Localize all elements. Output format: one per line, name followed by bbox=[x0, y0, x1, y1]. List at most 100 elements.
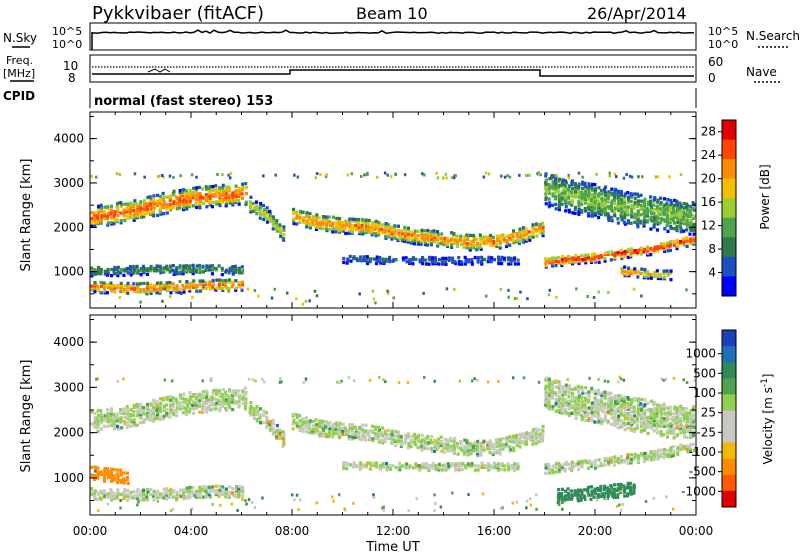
scatter-cell bbox=[344, 223, 348, 228]
scatter-cell bbox=[551, 174, 555, 178]
scatter-cell bbox=[119, 283, 123, 287]
scatter-cell bbox=[152, 492, 156, 496]
scatter-cell bbox=[241, 391, 245, 395]
scatter-cell bbox=[597, 377, 600, 381]
scatter-cell bbox=[659, 432, 663, 436]
scatter-cell bbox=[105, 467, 109, 471]
scatter-cell bbox=[499, 258, 503, 262]
scatter-cell bbox=[152, 214, 156, 218]
scatter-cell bbox=[171, 404, 175, 408]
scatter-cell bbox=[146, 408, 150, 413]
scatter-cell bbox=[589, 497, 593, 501]
scatter-cell bbox=[146, 281, 150, 286]
scatter-cell bbox=[204, 282, 208, 286]
scatter-cell bbox=[668, 452, 672, 456]
scatter-cell bbox=[406, 240, 410, 244]
scatter-cell bbox=[205, 195, 209, 199]
scatter-cell bbox=[619, 254, 623, 259]
scatter-cell bbox=[204, 408, 208, 412]
scatter-cell bbox=[93, 424, 97, 428]
scatter-cell bbox=[93, 465, 97, 469]
scatter-cell bbox=[623, 269, 627, 274]
scatter-cell bbox=[295, 297, 298, 301]
scatter-cell bbox=[691, 420, 695, 424]
scatter-cell bbox=[580, 208, 584, 213]
scatter-cell bbox=[119, 211, 123, 215]
scatter-cell bbox=[381, 441, 385, 445]
scatter-cell bbox=[439, 439, 443, 444]
scatter-cell bbox=[652, 248, 656, 252]
scatter-cell bbox=[550, 390, 554, 394]
scatter-cell bbox=[616, 189, 620, 193]
scatter-cell bbox=[655, 421, 659, 425]
scatter-cell bbox=[571, 187, 575, 191]
scatter-cell bbox=[155, 417, 159, 421]
scatter-cell bbox=[642, 224, 646, 228]
scatter-cell bbox=[416, 242, 420, 246]
scatter-cell bbox=[268, 428, 272, 432]
scatter-cell bbox=[505, 239, 509, 243]
scatter-cell bbox=[335, 216, 339, 221]
scatter-cell bbox=[347, 437, 351, 441]
scatter-cell bbox=[443, 259, 447, 264]
scatter-cell bbox=[301, 429, 305, 433]
scatter-cell bbox=[516, 462, 520, 466]
scatter-cell bbox=[515, 433, 519, 437]
scatter-cell bbox=[682, 425, 686, 429]
scatter-cell bbox=[639, 420, 643, 424]
scatter-cell bbox=[613, 493, 617, 497]
scatter-cell bbox=[182, 392, 186, 396]
scatter-cell bbox=[376, 175, 379, 179]
scatter-cell bbox=[262, 214, 266, 218]
scatter-cell bbox=[208, 489, 212, 493]
scatter-cell bbox=[561, 463, 565, 467]
scatter-cell bbox=[347, 434, 351, 439]
scatter-cell bbox=[90, 224, 94, 228]
scatter-cell bbox=[125, 498, 129, 502]
scatter-cell bbox=[590, 411, 594, 415]
scatter-cell bbox=[636, 399, 640, 403]
scatter-cell bbox=[597, 212, 601, 216]
scatter-cell bbox=[208, 403, 212, 407]
scatter-cell bbox=[692, 241, 696, 245]
scatter-cell bbox=[547, 187, 551, 191]
scatter-cell bbox=[149, 212, 153, 217]
scatter-cell bbox=[626, 455, 630, 459]
scatter-cell bbox=[597, 186, 601, 190]
scatter-cell bbox=[527, 230, 531, 234]
scatter-cell bbox=[547, 293, 551, 297]
scatter-cell bbox=[574, 190, 578, 194]
scatter-cell bbox=[308, 223, 312, 228]
scatter-cell bbox=[587, 416, 591, 421]
scatter-cell bbox=[225, 408, 229, 413]
scatter-cell bbox=[455, 441, 459, 446]
scatter-cell bbox=[678, 410, 682, 414]
scatter-cell bbox=[623, 194, 627, 198]
scatter-cell bbox=[606, 192, 610, 196]
scatter-cell bbox=[551, 194, 555, 198]
scatter-cell bbox=[583, 189, 587, 193]
scatter-cell bbox=[501, 235, 505, 240]
scatter-cell bbox=[158, 208, 162, 212]
scatter-cell bbox=[438, 464, 442, 468]
scatter-cell bbox=[351, 434, 355, 439]
scatter-cell bbox=[198, 194, 202, 198]
scatter-cell bbox=[550, 175, 553, 179]
scatter-cell bbox=[109, 471, 113, 475]
scatter-cell bbox=[682, 431, 686, 435]
scatter-cell bbox=[679, 173, 683, 177]
scatter-cell bbox=[577, 204, 581, 208]
scatter-cell bbox=[90, 219, 94, 223]
scatter-cell bbox=[445, 236, 449, 241]
scatter-cell bbox=[544, 202, 548, 206]
scatter-cell bbox=[678, 207, 682, 211]
scatter-cell bbox=[337, 424, 341, 428]
scatter-cell bbox=[169, 509, 173, 513]
scatter-cell bbox=[689, 449, 693, 453]
scatter-cell bbox=[538, 432, 542, 436]
scatter-cell bbox=[133, 286, 137, 290]
scatter-cell bbox=[202, 390, 206, 394]
scatter-cell bbox=[597, 458, 601, 462]
scatter-cell bbox=[437, 445, 441, 449]
scatter-cell bbox=[440, 232, 444, 236]
